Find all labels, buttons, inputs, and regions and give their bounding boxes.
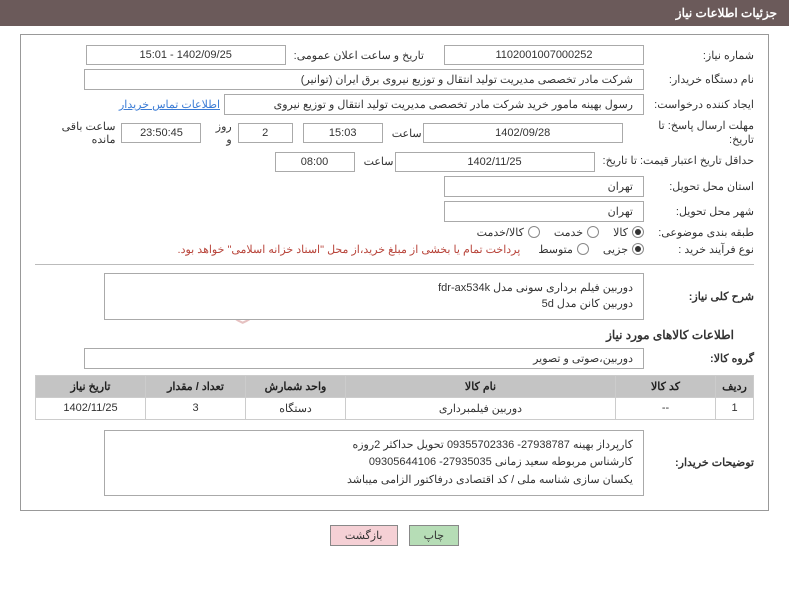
th-qty: تعداد / مقدار [146, 375, 246, 397]
class-radio-group: کالا خدمت کالا/خدمت [477, 226, 644, 239]
buyer-notes-line-2: کارشناس مربوطه سعید زمانی 27935035- 0930… [115, 454, 633, 472]
group-value: دوربین،صوتی و تصویر [84, 348, 644, 369]
divider [35, 264, 754, 265]
buyer-notes-label: توضیحات خریدار: [644, 456, 754, 469]
th-row: ردیف [716, 375, 754, 397]
province-label: استان محل تحویل: [644, 180, 754, 193]
need-no-value: 1102001007000252 [444, 45, 644, 65]
buyer-org-value: شرکت مادر تخصصی مدیریت تولید انتقال و تو… [84, 69, 644, 90]
radio-icon [528, 226, 540, 238]
radio-icon [632, 226, 644, 238]
buyer-notes-line-3: یکسان سازی شناسه ملی / کد اقتصادی درفاکت… [115, 472, 633, 490]
city-label: شهر محل تحویل: [644, 205, 754, 218]
radio-icon [632, 243, 644, 255]
pub-date-value: 1402/09/25 - 15:01 [86, 45, 286, 65]
summary-box: دوربین فیلم برداری سونی مدل fdr-ax534k د… [104, 273, 644, 320]
th-name: نام کالا [346, 375, 616, 397]
radio-kala[interactable]: کالا [613, 226, 644, 239]
price-valid-label: حداقل تاریخ اعتبار قیمت: تا تاریخ: [595, 154, 754, 168]
page-title: جزئیات اطلاعات نیاز [676, 6, 777, 20]
proc-type-label: نوع فرآیند خرید : [644, 243, 754, 256]
time-label-2: ساعت [355, 155, 395, 168]
th-unit: واحد شمارش [246, 375, 346, 397]
group-label: گروه کالا: [644, 352, 754, 365]
buyer-org-label: نام دستگاه خریدار: [644, 73, 754, 86]
buyer-contact-link[interactable]: اطلاعات تماس خریدار [119, 98, 220, 111]
td-code: -- [616, 397, 716, 419]
proc-radio-group: جزیی متوسط [538, 243, 644, 256]
requester-value: رسول بهینه مامور خرید شرکت مادر تخصصی مد… [224, 94, 644, 115]
details-frame: شماره نیاز: 1102001007000252 تاریخ و ساع… [20, 34, 769, 511]
td-unit: دستگاه [246, 397, 346, 419]
price-time-value: 08:00 [275, 152, 355, 172]
class-label: طبقه بندی موضوعی: [644, 226, 754, 239]
days-label: روز و [207, 120, 231, 146]
remain-label: ساعت باقی مانده [35, 120, 115, 146]
need-no-label: شماره نیاز: [644, 49, 754, 62]
td-qty: 3 [146, 397, 246, 419]
summary-line-2: دوربین کانن مدل 5d [115, 296, 633, 313]
th-code: کد کالا [616, 375, 716, 397]
table-row: 1 -- دوربین فیلمبرداری دستگاه 3 1402/11/… [36, 397, 754, 419]
proc-note: پرداخت تمام یا بخشی از مبلغ خرید،از محل … [178, 243, 521, 256]
buyer-notes-line-1: کارپرداز بهینه 27938787- 09355702336 تحو… [115, 437, 633, 455]
countdown-value: 23:50:45 [121, 123, 201, 143]
radio-icon [577, 243, 589, 255]
summary-label: شرح کلی نیاز: [644, 290, 754, 303]
radio-kala-khedmat[interactable]: کالا/خدمت [477, 226, 540, 239]
city-value: تهران [444, 201, 644, 222]
items-section-title: اطلاعات کالاهای مورد نیاز [35, 328, 734, 342]
resp-date-value: 1402/09/28 [423, 123, 623, 143]
radio-jozi[interactable]: جزیی [603, 243, 644, 256]
page-title-bar: جزئیات اطلاعات نیاز [0, 0, 789, 26]
requester-label: ایجاد کننده درخواست: [644, 98, 754, 111]
radio-icon [587, 226, 599, 238]
print-button[interactable]: چاپ [409, 525, 460, 546]
buyer-notes-box: کارپرداز بهینه 27938787- 09355702336 تحو… [104, 430, 644, 497]
items-table: ردیف کد کالا نام کالا واحد شمارش تعداد /… [35, 375, 754, 420]
td-name: دوربین فیلمبرداری [346, 397, 616, 419]
th-date: تاریخ نیاز [36, 375, 146, 397]
resp-time-value: 15:03 [303, 123, 383, 143]
time-label-1: ساعت [383, 127, 423, 140]
province-value: تهران [444, 176, 644, 197]
resp-deadline-label: مهلت ارسال پاسخ: تا تاریخ: [623, 119, 754, 148]
radio-motavaset[interactable]: متوسط [538, 243, 589, 256]
back-button[interactable]: بازگشت [330, 525, 398, 546]
price-date-value: 1402/11/25 [395, 152, 595, 172]
footer-buttons: چاپ بازگشت [0, 525, 789, 546]
td-date: 1402/11/25 [36, 397, 146, 419]
radio-khedmat[interactable]: خدمت [554, 226, 599, 239]
summary-line-1: دوربین فیلم برداری سونی مدل fdr-ax534k [115, 280, 633, 297]
table-header-row: ردیف کد کالا نام کالا واحد شمارش تعداد /… [36, 375, 754, 397]
td-row: 1 [716, 397, 754, 419]
pub-date-label: تاریخ و ساعت اعلان عمومی: [286, 49, 444, 62]
days-value: 2 [238, 123, 293, 143]
